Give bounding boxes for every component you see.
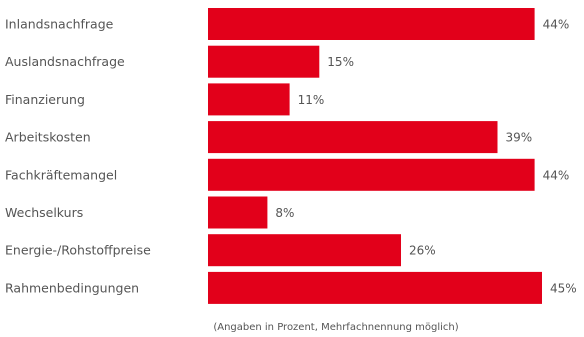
value-labels-group: 44% 15% 11% 39% 44% 8% 26% 45% [275, 18, 576, 296]
value-label-0: 44% [543, 18, 570, 32]
category-label-1: Auslandsnachfrage [5, 54, 125, 69]
bar-6 [208, 234, 401, 267]
chart-footnote: (Angaben in Prozent, Mehrfachnennung mög… [213, 322, 458, 333]
category-label-2: Finanzierung [5, 92, 85, 107]
bar-0 [208, 8, 535, 40]
category-label-3: Arbeitskosten [5, 130, 91, 145]
value-label-5: 8% [275, 206, 294, 220]
value-label-2: 11% [298, 93, 325, 107]
value-label-7: 45% [550, 281, 577, 295]
bar-2 [208, 83, 290, 116]
category-label-0: Inlandsnachfrage [5, 17, 114, 32]
bars-group [208, 8, 542, 304]
category-label-4: Fachkräftemangel [5, 167, 117, 182]
value-label-4: 44% [543, 168, 570, 182]
bar-7 [208, 271, 542, 304]
category-label-5: Wechselkurs [5, 205, 83, 220]
bar-4 [208, 158, 535, 191]
category-labels-group: Inlandsnachfrage Auslandsnachfrage Finanzi… [5, 17, 151, 296]
value-label-6: 26% [409, 244, 436, 258]
category-label-7: Rahmenbedingungen [5, 280, 139, 295]
category-label-6: Energie-/Rohstoffpreise [5, 243, 151, 258]
bar-1 [208, 45, 320, 78]
value-label-3: 39% [506, 131, 533, 145]
bar-5 [208, 196, 268, 229]
bar-3 [208, 121, 498, 154]
value-label-1: 15% [327, 55, 354, 69]
